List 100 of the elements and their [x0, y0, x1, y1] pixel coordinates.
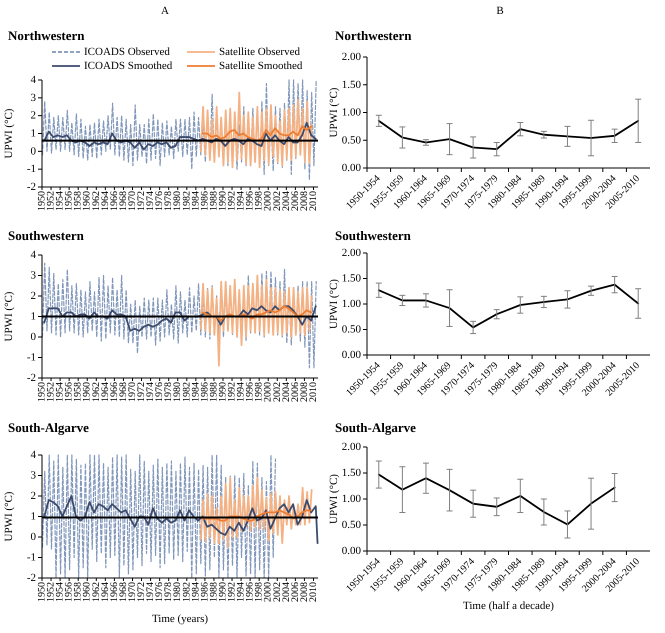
- x-tick-label: 1998: [254, 582, 265, 602]
- x-tick-label: 1968: [118, 191, 129, 211]
- line-series: [202, 125, 312, 142]
- x-tick-label: 2002: [272, 582, 283, 602]
- x-axis-title: Time (half a decade): [463, 600, 554, 612]
- x-tick-label: 2004: [280, 582, 292, 602]
- y-tick-label: 1.00: [342, 493, 362, 505]
- x-tick-label: 1974: [145, 191, 156, 211]
- y-tick-label: 3: [30, 470, 36, 482]
- x-tick-label: 1970: [126, 191, 138, 211]
- x-tick-label: 1952: [46, 582, 57, 602]
- y-tick-label: 2: [30, 290, 36, 302]
- x-tick-label: 1966: [108, 582, 120, 602]
- y-tick-label: -1: [26, 163, 36, 176]
- x-tick-label: 1954: [54, 582, 66, 602]
- text: A: [161, 5, 170, 17]
- line-series: [200, 476, 313, 548]
- line-series: [202, 305, 312, 322]
- x-tick-label: 1980: [172, 382, 184, 402]
- y-tick-label: 1.50: [342, 272, 362, 284]
- y-tick-label: -1: [26, 352, 36, 364]
- x-tick-label: 1984: [190, 582, 202, 602]
- x-tick-label: 1988: [208, 582, 220, 602]
- x-tick-label: 2006: [290, 382, 301, 402]
- x-tick-label: 1972: [136, 582, 148, 602]
- x-tick-label: 1950: [36, 382, 48, 402]
- x-tick-label: 2008: [298, 582, 310, 602]
- y-axis-title: UPWI (°C): [328, 87, 340, 138]
- line-series: [200, 92, 313, 168]
- x-tick-label: 1958: [72, 582, 84, 602]
- x-tick-label: 1972: [136, 191, 148, 211]
- y-tick-label: 1.00: [342, 298, 362, 310]
- x-tick-label: 1966: [108, 382, 120, 402]
- x-tick-label: 1978: [163, 582, 174, 602]
- y-tick-label: 3: [30, 92, 36, 104]
- x-tick-label: 1980: [172, 191, 184, 211]
- y-tick-label: 1: [30, 310, 36, 322]
- x-tick-label: 2000: [262, 382, 274, 402]
- x-tick-label: 2002: [272, 191, 283, 211]
- line-series: [378, 120, 640, 150]
- x-tick-label: 1976: [154, 191, 166, 211]
- x-tick-label: 1954: [54, 191, 66, 211]
- line-series: [378, 284, 640, 328]
- x-tick-label: 1996: [244, 191, 256, 211]
- chart-title: Southwestern: [8, 228, 85, 243]
- y-tick-label: -2: [26, 181, 36, 193]
- x-tick-label: 1974: [145, 382, 156, 402]
- y-tick-label: 0.50: [342, 519, 362, 531]
- x-tick-label: 1972: [136, 382, 148, 402]
- x-tick-label: 2006: [290, 191, 301, 211]
- x-tick-label: 1990: [217, 382, 228, 402]
- y-axis-title: UPWI (°C): [3, 491, 15, 542]
- y-axis-title: UPWI (°C): [3, 108, 15, 158]
- line-series: [200, 274, 313, 367]
- line-series: [378, 474, 616, 526]
- x-tick-label: 1990: [217, 191, 228, 211]
- y-tick-label: 4: [30, 449, 36, 461]
- x-tick-label: 1958: [72, 191, 84, 211]
- y-tick-label: 1: [30, 510, 36, 522]
- x-tick-label: 1986: [199, 191, 210, 211]
- x-tick-label: 2004: [280, 191, 292, 211]
- y-tick-label: 0: [30, 331, 36, 343]
- x-tick-label: 1952: [46, 382, 57, 402]
- x-tick-label: 1962: [90, 582, 102, 602]
- x-tick-label: 1994: [236, 191, 247, 211]
- y-tick-label: -2: [26, 372, 36, 384]
- x-axis-title: Time (years): [152, 613, 208, 625]
- y-axis-title: UPWI (°C): [328, 278, 340, 329]
- legend-label: Satellite Smoothed: [219, 60, 303, 72]
- legend-label: ICOADS Observed: [84, 46, 170, 58]
- y-tick-label: 2.00: [342, 441, 362, 453]
- y-tick-label: 0: [30, 145, 36, 158]
- x-tick-label: 1960: [82, 582, 93, 602]
- x-tick-label: 1984: [190, 191, 202, 211]
- x-tick-label: 1978: [163, 191, 174, 211]
- x-tick-label: 1992: [226, 191, 238, 211]
- y-tick-label: 0.00: [342, 162, 362, 174]
- line-series: [202, 509, 312, 522]
- y-tick-label: 0.50: [342, 134, 362, 146]
- x-tick-label: 1982: [181, 382, 192, 402]
- y-tick-label: 1.50: [342, 78, 362, 91]
- x-tick-label: 1956: [64, 382, 75, 402]
- y-axis-title: UPWI (°C): [3, 291, 15, 342]
- chart-title: South-Algarve: [335, 420, 416, 435]
- x-tick-label: 1958: [72, 382, 84, 402]
- y-tick-label: 4: [30, 249, 36, 261]
- legend-label: ICOADS Smoothed: [84, 60, 173, 72]
- x-tick-label: 1970: [126, 582, 138, 602]
- x-tick-label: 2010: [308, 582, 319, 602]
- x-tick-label: 1986: [199, 382, 210, 402]
- x-tick-label: 1970: [126, 382, 138, 402]
- x-tick-label: 1962: [90, 191, 102, 211]
- x-tick-label: 2008: [298, 191, 310, 211]
- y-tick-label: 1: [30, 128, 36, 140]
- x-tick-label: 2002: [272, 382, 283, 402]
- chart-title: Northwestern: [8, 28, 86, 43]
- x-tick-label: 1956: [64, 191, 75, 211]
- x-tick-label: 1998: [254, 382, 265, 402]
- y-tick-label: 2: [30, 110, 36, 122]
- x-tick-label: 1960: [82, 382, 93, 402]
